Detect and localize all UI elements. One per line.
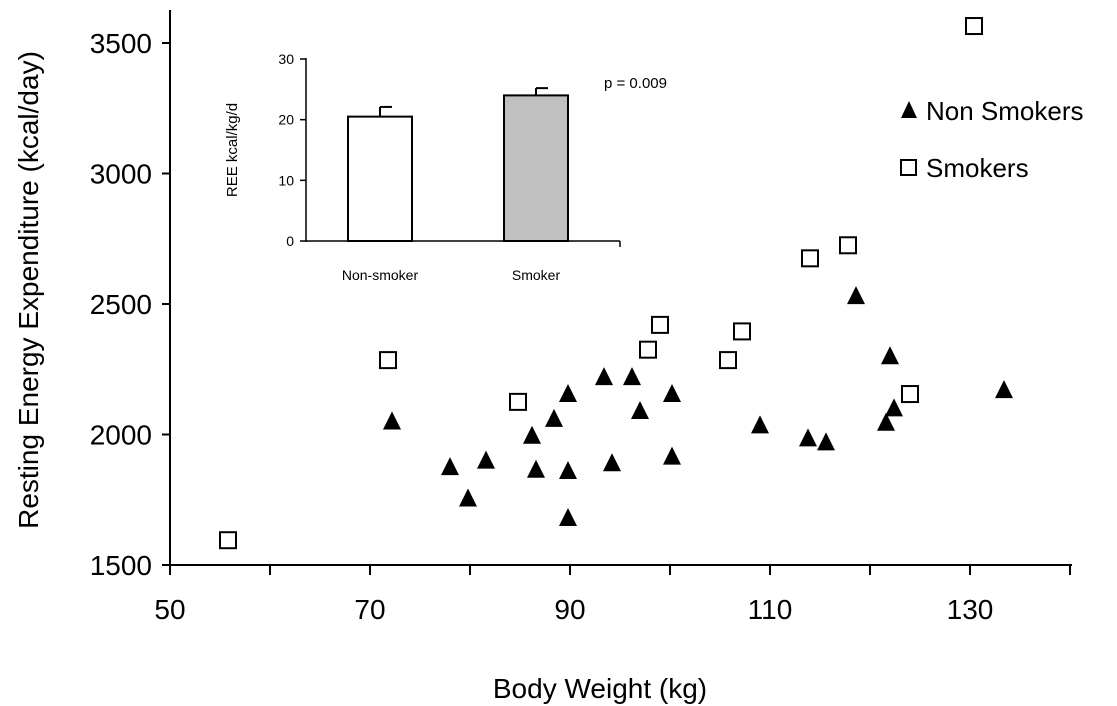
legend-label-smokers: Smokers	[926, 153, 1029, 183]
legend-marker-smokers	[900, 159, 917, 176]
non-smoker-point	[523, 425, 541, 444]
inset-bars	[347, 87, 569, 243]
inset-bar	[347, 115, 413, 242]
inset-category-label: Non-smoker	[342, 267, 419, 283]
x-axis-ticks: 50 70 90 110 130	[154, 565, 1071, 625]
inset-y-tick-label: 10	[278, 172, 294, 188]
smoker-point	[639, 340, 657, 359]
non-smoker-point	[595, 367, 613, 386]
y-tick-label: 3000	[90, 159, 152, 190]
non-smoker-point	[383, 411, 401, 430]
smoker-point	[733, 322, 751, 341]
non-smoker-point	[441, 457, 459, 476]
non-smoker-point	[751, 415, 769, 434]
inset-y-tick-label: 20	[278, 112, 294, 128]
y-axis-ticks: 1500 2000 2500 3000 3500	[90, 28, 170, 581]
smoker-point	[719, 351, 737, 370]
x-tick-label: 130	[947, 594, 994, 625]
non-smoker-point	[527, 459, 545, 478]
non-smoker-point	[477, 450, 495, 469]
non-smoker-point	[885, 398, 903, 417]
non-smoker-point	[631, 401, 649, 420]
legend-marker-non-smokers	[901, 101, 917, 118]
non-smoker-point	[881, 346, 899, 365]
smoker-point	[965, 17, 983, 36]
inset-category-labels: Non-smoker Smoker	[342, 267, 561, 283]
y-tick-label: 1500	[90, 550, 152, 581]
non-smoker-point	[559, 384, 577, 403]
non-smoker-point	[459, 488, 477, 507]
inset-y-axis-label: REE kcal/kg/d	[224, 103, 241, 197]
inset-y-axis-ticks: 0 10 20 30	[278, 51, 306, 249]
non-smoker-point	[799, 428, 817, 447]
non-smoker-point	[559, 508, 577, 527]
y-tick-label: 3500	[90, 28, 152, 59]
smoker-point	[509, 392, 527, 411]
smoker-point	[801, 249, 819, 268]
p-value-annotation: p = 0.009	[604, 75, 667, 92]
inset-y-tick-label: 0	[286, 233, 294, 249]
non-smoker-point	[995, 380, 1013, 399]
non-smoker-point	[663, 446, 681, 465]
non-smoker-point	[623, 367, 641, 386]
main-plot: 1500 2000 2500 3000 3500 50 70 90 110 130 Body W…	[13, 10, 1072, 704]
non-smoker-point	[559, 461, 577, 480]
non-smoker-point	[545, 408, 563, 427]
inset-y-tick-label: 30	[278, 51, 294, 67]
inset-category-label: Smoker	[512, 267, 561, 283]
non-smoker-point	[877, 412, 895, 431]
y-tick-label: 2000	[90, 420, 152, 451]
smoker-point	[651, 315, 669, 334]
inset-bar	[503, 94, 569, 243]
smoker-point	[219, 531, 237, 550]
smoker-point	[379, 351, 397, 370]
x-tick-label: 50	[154, 594, 185, 625]
y-axis-label: Resting Energy Expenditure (kcal/day)	[13, 51, 44, 529]
x-axis-label: Body Weight (kg)	[493, 673, 707, 704]
non-smoker-point	[817, 432, 835, 451]
x-tick-label: 70	[354, 594, 385, 625]
scatter-points	[219, 17, 1013, 550]
non-smoker-point	[663, 384, 681, 403]
inset-bar-chart: 0 10 20 30 Non-smoker Smoker REE kcal/kg/d p…	[224, 51, 667, 283]
legend-label-non-smokers: Non Smokers	[926, 96, 1084, 126]
x-tick-label: 90	[554, 594, 585, 625]
smoker-point	[839, 236, 857, 255]
y-tick-label: 2500	[90, 289, 152, 320]
non-smoker-point	[603, 453, 621, 472]
legend: Non Smokers Smokers	[900, 96, 1084, 183]
smoker-point	[901, 385, 919, 404]
x-tick-label: 110	[748, 594, 793, 625]
non-smoker-point	[847, 286, 865, 305]
